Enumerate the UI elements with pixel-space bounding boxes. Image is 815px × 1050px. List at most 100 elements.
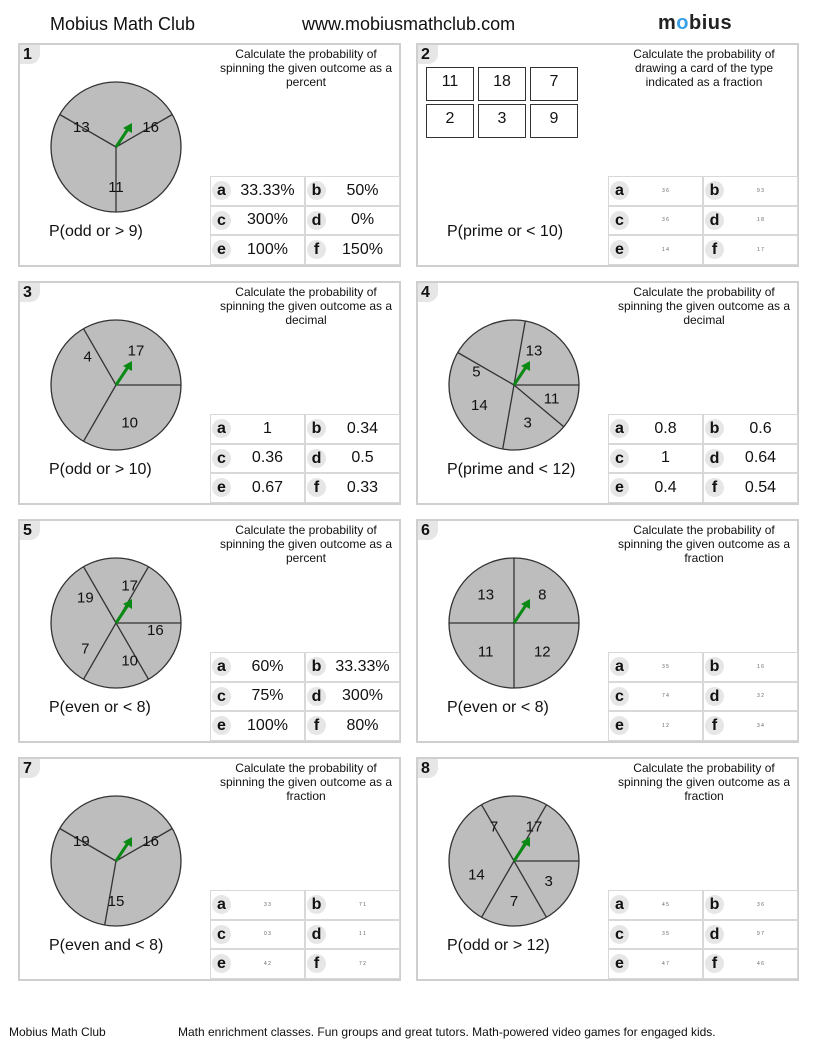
spinner-section-label: 16: [142, 833, 159, 850]
answer-value: 1 4: [662, 246, 669, 253]
spinner-divider: [82, 622, 117, 680]
answer-option[interactable]: a 3 3: [210, 890, 305, 920]
problem-instruction: Calculate the probability of spinning th…: [219, 761, 393, 803]
answer-option[interactable]: b 9 3: [703, 176, 798, 206]
answer-option[interactable]: a 3 6: [608, 176, 703, 206]
spinner-arrow: [512, 604, 528, 624]
answer-option[interactable]: c 7 4: [608, 681, 703, 711]
answer-option[interactable]: a 33.33%: [210, 176, 305, 206]
answer-option[interactable]: e 0.67: [210, 473, 305, 503]
answer-option[interactable]: f 150%: [305, 235, 400, 265]
answer-option[interactable]: e 4 2: [210, 949, 305, 979]
answer-option[interactable]: c 0 3: [210, 919, 305, 949]
answer-option[interactable]: a 60%: [210, 652, 305, 682]
answer-letter: c: [610, 924, 629, 944]
answer-value: 3 5: [662, 931, 669, 938]
answer-letter: a: [212, 895, 231, 915]
answer-letter: d: [307, 448, 326, 468]
answer-option[interactable]: d 9 7: [703, 919, 798, 949]
answer-letter: e: [212, 716, 231, 736]
answer-value: 3 6: [757, 901, 764, 908]
answer-option[interactable]: d 1 8: [703, 205, 798, 235]
answer-letter: f: [307, 478, 326, 498]
spinner-divider: [480, 804, 515, 862]
answer-value: 0.64: [744, 449, 777, 467]
answer-option[interactable]: a 3 5: [608, 652, 703, 682]
spinner-divider: [59, 113, 117, 148]
answer-option[interactable]: f 7 2: [305, 949, 400, 979]
answer-letter: d: [705, 448, 724, 468]
spinner: 19 16 15: [50, 795, 182, 927]
mobius-logo: mobius: [658, 12, 732, 35]
answer-option[interactable]: d 0.64: [703, 443, 798, 473]
answer-option[interactable]: f 1 7: [703, 235, 798, 265]
answer-letter: d: [705, 210, 724, 230]
answer-value: 50%: [346, 181, 379, 199]
spinner-section-label: 11: [478, 643, 494, 660]
answer-option[interactable]: e 100%: [210, 235, 305, 265]
spinner-divider: [513, 860, 548, 918]
problem-card: 1 Calculate the probability of spinning t…: [18, 43, 401, 267]
spinner-divider: [115, 113, 173, 148]
spinner-arrow-head: [521, 837, 530, 847]
answer-option[interactable]: c 0.36: [210, 443, 305, 473]
answer-option[interactable]: b 7 1: [305, 890, 400, 920]
spinner-section-label: 14: [471, 397, 488, 414]
probability-event: P(odd or > 10): [49, 461, 152, 478]
answer-letter: c: [212, 210, 231, 230]
answer-option[interactable]: d 0.5: [305, 443, 400, 473]
answer-option[interactable]: f 0.33: [305, 473, 400, 503]
answer-letter: d: [307, 924, 326, 944]
answer-value: 75%: [251, 687, 284, 705]
answer-letter: c: [212, 924, 231, 944]
answer-value: 1 6: [757, 663, 764, 670]
answer-option[interactable]: b 0.34: [305, 414, 400, 444]
answer-option[interactable]: e 0.4: [608, 473, 703, 503]
answer-option[interactable]: e 100%: [210, 711, 305, 741]
problem-instruction: Calculate the probability of spinning th…: [617, 285, 791, 327]
answer-option[interactable]: b 50%: [305, 176, 400, 206]
answer-option[interactable]: a 0.8: [608, 414, 703, 444]
answer-value: 150%: [342, 240, 383, 258]
answer-option[interactable]: e 1 2: [608, 711, 703, 741]
answer-option[interactable]: d 300%: [305, 681, 400, 711]
answer-option[interactable]: b 33.33%: [305, 652, 400, 682]
answer-letter: e: [610, 478, 629, 498]
problem-card: 3 Calculate the probability of spinning t…: [18, 281, 401, 505]
answer-option[interactable]: b 1 6: [703, 652, 798, 682]
answer-option[interactable]: b 3 6: [703, 890, 798, 920]
answer-option[interactable]: c 3 5: [608, 919, 703, 949]
answer-option[interactable]: d 1 1: [305, 919, 400, 949]
answer-value: 80%: [346, 716, 379, 734]
answer-option[interactable]: c 75%: [210, 681, 305, 711]
spinner-divider: [115, 827, 173, 862]
answer-option[interactable]: d 0%: [305, 205, 400, 235]
answer-option[interactable]: f 80%: [305, 711, 400, 741]
answer-option[interactable]: a 4 5: [608, 890, 703, 920]
answer-value: 3 4: [757, 722, 764, 729]
answer-option[interactable]: e 1 4: [608, 235, 703, 265]
answer-letter: b: [705, 657, 724, 677]
answer-value: 7 1: [359, 901, 366, 908]
problem-number: 8: [418, 759, 438, 778]
answer-option[interactable]: d 3 2: [703, 681, 798, 711]
header-website[interactable]: www.mobiusmathclub.com: [302, 14, 516, 34]
answer-option[interactable]: f 0.54: [703, 473, 798, 503]
number-card: 2: [426, 104, 474, 138]
spinner-section-label: 19: [77, 589, 94, 606]
spinner-section-label: 10: [121, 415, 138, 432]
spinner-divider: [59, 827, 117, 862]
answer-option[interactable]: b 0.6: [703, 414, 798, 444]
answer-option[interactable]: e 4 7: [608, 949, 703, 979]
answer-letter: e: [212, 478, 231, 498]
answer-option[interactable]: c 3 6: [608, 205, 703, 235]
answer-option[interactable]: f 3 4: [703, 711, 798, 741]
problem-instruction: Calculate the probability of spinning th…: [219, 47, 393, 89]
answer-option[interactable]: f 4 6: [703, 949, 798, 979]
answer-option[interactable]: c 300%: [210, 205, 305, 235]
answer-value: 0.34: [346, 419, 379, 437]
spinner-arrow: [114, 604, 130, 624]
answer-letter: d: [307, 210, 326, 230]
